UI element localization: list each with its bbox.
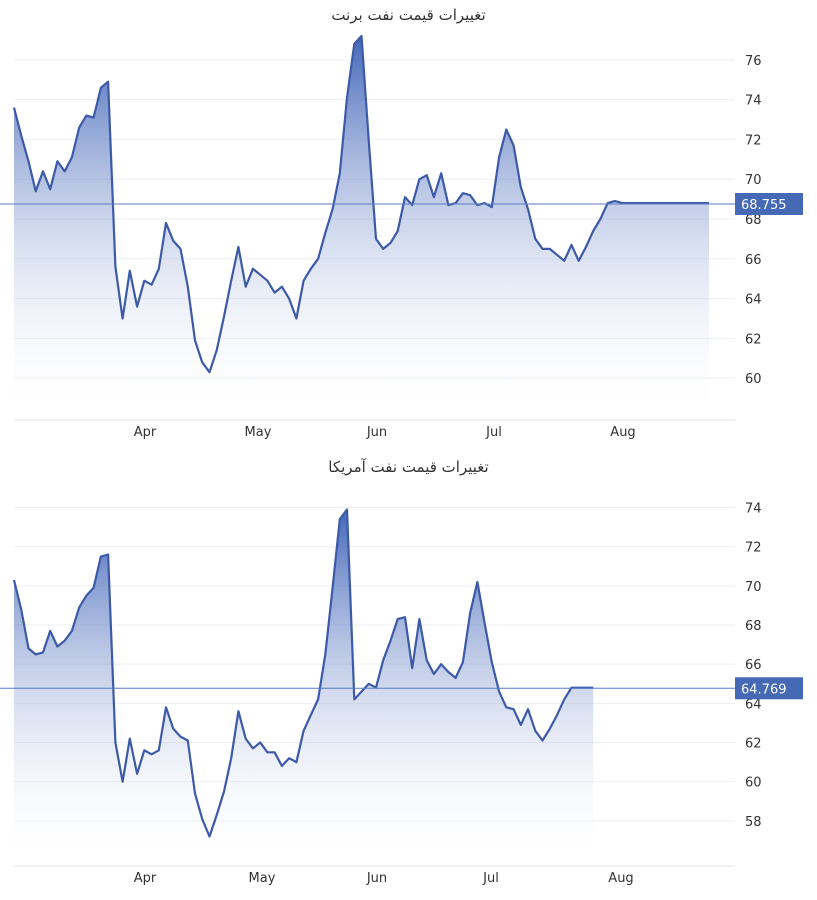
current-value-label: 64.769 [741,682,787,697]
y-tick-label: 70 [745,173,762,188]
x-tick-label: Jul [482,871,499,886]
y-tick-label: 62 [745,737,762,752]
y-tick-label: 60 [745,776,762,791]
series-line [12,508,594,838]
current-value-badge [735,677,803,700]
y-tick-label: 70 [745,580,762,595]
y-tick-label: 74 [745,94,762,109]
current-value-badge [735,192,803,215]
series-area [14,509,594,860]
y-tick-label: 76 [745,54,762,69]
y-tick-label: 58 [745,815,762,830]
series-line [12,34,709,374]
y-tick-label: 72 [745,541,762,556]
y-tick-label: 62 [745,332,762,347]
series-area [14,36,709,414]
y-tick-label: 68 [745,619,762,634]
y-tick-label: 64 [745,293,762,308]
x-tick-label: Aug [608,871,633,886]
x-tick-label: Jul [485,425,502,440]
y-tick-label: 74 [745,502,762,517]
x-tick-label: May [245,425,272,440]
x-tick-label: Apr [134,871,157,886]
brent-chart-title: تغییرات قیمت نفت برنت [331,6,486,24]
current-value-label: 68.755 [741,198,787,213]
wti-chart-title: تغییرات قیمت نفت آمریکا [328,458,489,476]
y-tick-label: 66 [745,253,762,268]
x-tick-label: Jun [366,425,387,440]
y-tick-label: 66 [745,658,762,673]
brent-oil-price-chart: 60 62 64 66 68 70 72 74 76 68.755 Apr May Jun Jul Aug [0,34,803,440]
y-tick-label: 64 [745,697,762,712]
y-tick-label: 68 [745,213,762,228]
x-tick-label: Jun [366,871,387,886]
wti-oil-price-chart: 58 60 62 64 66 68 70 72 74 64.769 Apr May Jun Jul Aug [0,502,803,886]
y-tick-label: 72 [745,133,762,148]
x-tick-label: May [249,871,276,886]
x-tick-label: Aug [610,425,635,440]
y-tick-label: 60 [745,372,762,387]
x-tick-label: Apr [134,425,157,440]
